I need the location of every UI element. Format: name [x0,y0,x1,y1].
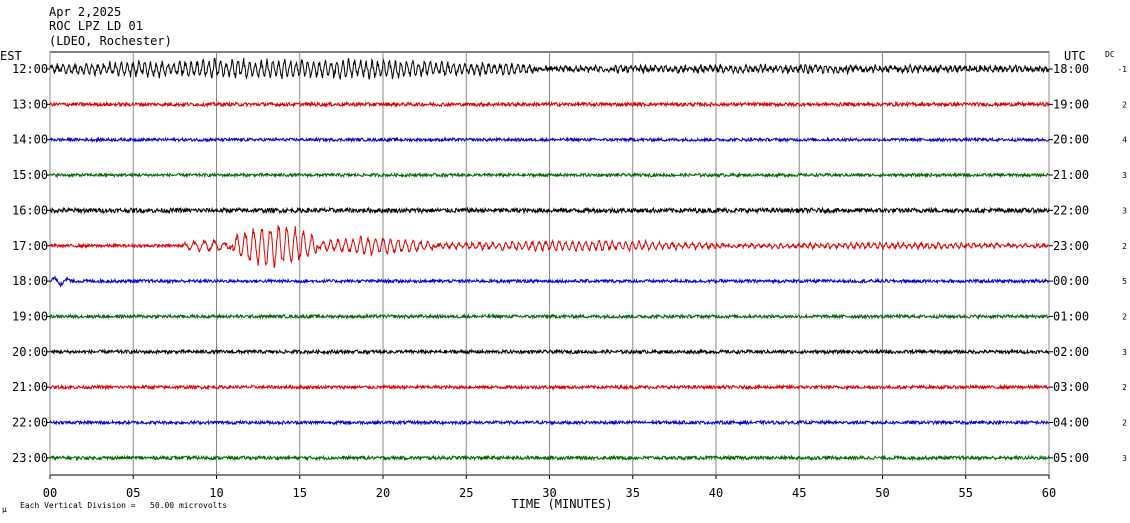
trace-line [49,312,1050,320]
row-label-dc: 2 [1122,383,1127,392]
x-tick-label: 50 [875,486,889,500]
row-label-est: 19:00 [12,309,48,323]
grid-lines [49,52,1050,475]
row-label-dc: 2 [1122,419,1127,428]
microvolt-mark: µ [2,505,7,514]
trace-line [50,348,1050,356]
x-tick-label: 30 [542,486,556,500]
row-label-utc: 02:00 [1053,345,1089,359]
x-tick-label: 55 [959,486,973,500]
row-label-est: 14:00 [12,133,48,147]
row-label-est: 21:00 [12,380,48,394]
row-label-est: 16:00 [12,203,48,217]
row-label-utc: 03:00 [1053,380,1089,394]
station-label: ROC LPZ LD 01 [49,19,143,33]
x-tick-label: 05 [126,486,140,500]
vertical-division-note: Each Vertical Division = 50.00 microvolt… [20,501,227,510]
row-label-dc: 3 [1122,348,1127,357]
row-label-est: 23:00 [12,451,48,465]
x-tick-label: 45 [792,486,806,500]
row-label-dc: 3 [1122,171,1127,180]
x-axis-ticks: 00 05 10 15 20 25 30 35 40 45 50 55 60 [43,475,1056,500]
row-label-dc: 2 [1122,312,1127,321]
row-label-est: 20:00 [12,345,48,359]
x-tick-label: 15 [293,486,307,500]
x-tick-label: 60 [1042,486,1056,500]
dc-header-label: DC [1105,50,1115,59]
row-label-utc: 05:00 [1053,451,1089,465]
trace-line [49,225,1050,268]
trace-line [49,57,1050,80]
date-label: Apr 2,2025 [49,5,121,19]
row-label-dc: 4 [1122,136,1127,145]
row-label-utc: 23:00 [1053,239,1089,253]
row-label-dc: 3 [1122,454,1127,463]
row-label-est: 15:00 [12,168,48,182]
x-tick-label: 00 [43,486,57,500]
x-tick-label: 10 [209,486,223,500]
row-label-utc: 21:00 [1053,168,1089,182]
trace-line [49,171,1050,179]
right-timezone-label: UTC [1064,49,1086,63]
row-label-utc: 19:00 [1053,97,1089,111]
row-label-est: 17:00 [12,239,48,253]
row-label-utc: 18:00 [1053,62,1089,76]
header: Apr 2,2025 ROC LPZ LD 01 (LDEO, Rocheste… [49,5,172,48]
trace-group [49,57,1050,462]
row-label-utc: 01:00 [1053,309,1089,323]
x-axis-label: TIME (MINUTES) [511,497,612,511]
trace-line [49,206,1050,215]
trace-line [49,383,1050,391]
row-label-est: 12:00 [12,62,48,76]
trace-line [49,136,1050,144]
row-label-dc: 2 [1122,242,1127,251]
left-timezone-label: EST [0,49,22,63]
trace-line [49,275,1050,288]
row-label-dc: 2 [1122,100,1127,109]
row-label-utc: 04:00 [1053,416,1089,430]
row-label-utc: 22:00 [1053,203,1089,217]
row-label-est: 13:00 [12,97,48,111]
trace-line [49,454,1050,462]
row-label-est: 22:00 [12,416,48,430]
trace-line [49,418,1050,427]
row-labels: 12:00 18:00 -1 13:00 19:00 2 14:00 20:00 4 15:00 2… [12,62,1127,465]
row-label-dc: 5 [1122,277,1127,286]
row-label-est: 18:00 [12,274,48,288]
x-tick-label: 35 [626,486,640,500]
x-tick-label: 25 [459,486,473,500]
x-tick-label: 20 [376,486,390,500]
trace-line [49,100,1050,109]
row-label-utc: 00:00 [1053,274,1089,288]
row-label-utc: 20:00 [1053,133,1089,147]
network-label: (LDEO, Rochester) [49,34,172,48]
row-label-dc: 3 [1122,206,1127,215]
x-tick-label: 40 [709,486,723,500]
row-label-dc: -1 [1117,65,1127,74]
